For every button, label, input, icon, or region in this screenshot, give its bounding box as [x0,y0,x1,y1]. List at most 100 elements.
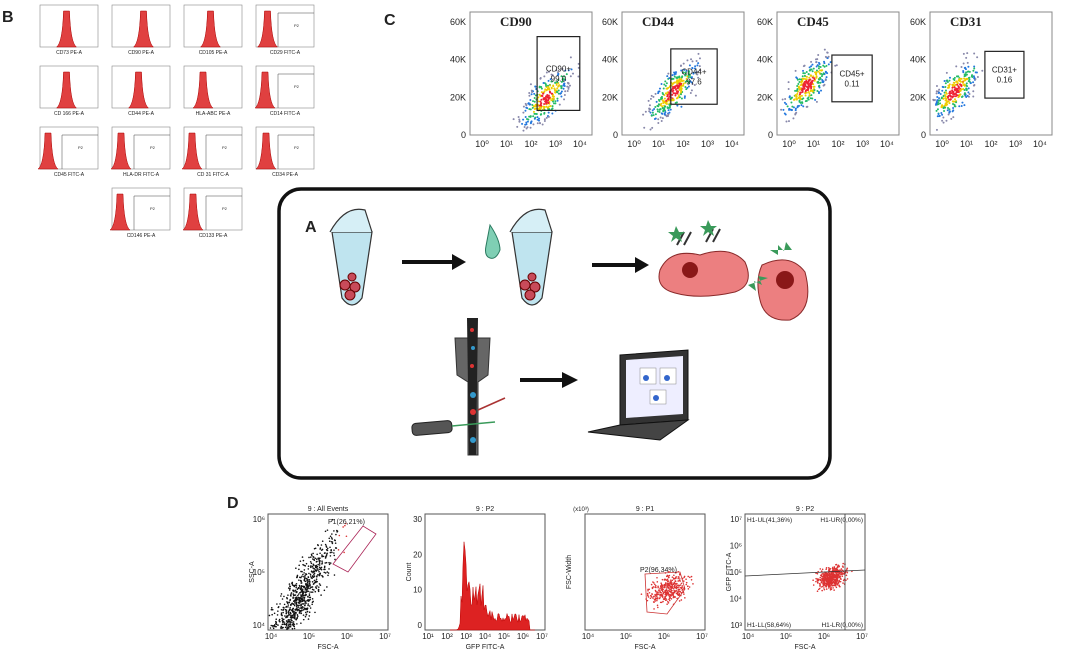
event-dot [829,61,832,64]
event-dot [302,594,304,597]
event-dot [282,621,284,624]
event-dot [838,580,841,583]
event-dot [661,112,664,115]
event-dot [309,583,311,586]
event-dot [950,117,953,120]
event-dot [287,587,290,589]
event-dot [805,79,808,82]
event-dot [790,97,793,100]
event-dot [822,583,825,586]
event-dot [275,625,277,628]
event-dot [809,84,812,87]
event-dot [309,598,311,601]
event-dot [824,55,827,58]
event-dot [679,64,682,67]
event-dot [679,93,682,96]
event-dot [840,568,843,570]
event-dot [664,586,666,589]
event-dot [295,605,298,608]
event-dot [298,576,301,579]
event-dot [831,575,834,578]
event-dot [683,95,686,98]
event-dot [667,109,670,112]
event-dot [314,565,317,568]
event-dot [805,75,808,78]
plot-title: 9 : P2 [796,506,814,513]
event-dot [286,627,289,630]
event-dot [808,69,811,72]
event-dot [659,585,662,588]
event-dot [935,100,938,103]
event-dot [940,105,943,108]
event-dot [681,588,684,591]
event-dot [973,52,976,55]
event-dot [555,69,558,72]
event-dot [837,564,840,567]
event-dot [300,595,302,598]
event-dot [292,621,295,623]
y-tick-label: 10⁴ [253,621,266,630]
quadrant-label: H1-UL(41,36%) [747,517,792,524]
event-dot [813,77,816,80]
event-dot [317,563,319,566]
event-dot [281,617,283,620]
event-dot [658,99,661,102]
event-dot [287,625,290,627]
event-dot [286,597,289,600]
event-dot [821,80,824,83]
x-tick-label: 10⁶ [658,632,670,641]
event-dot [674,580,677,583]
event-dot [539,113,542,116]
axis-label: CD133 PE-A [199,233,228,239]
event-dot [278,618,281,621]
event-dot [827,55,830,58]
event-dot [551,105,554,108]
event-dot [842,566,844,568]
event-dot [782,108,785,111]
event-dot [330,549,332,552]
y-tick-label: 60K [910,17,926,27]
event-dot [963,75,966,78]
event-dot [944,102,947,105]
event-dot [790,101,793,104]
event-dot [953,76,956,79]
event-dot [270,608,273,611]
event-dot [945,119,948,122]
event-dot [819,579,822,582]
event-dot [808,92,811,95]
gate-label: CD45+ [839,69,864,78]
event-dot [799,98,802,101]
event-dot [312,558,314,560]
event-dot [945,91,948,94]
event-dot [318,562,321,565]
panel-label: C [384,12,396,29]
event-dot [661,590,664,593]
event-dot [318,564,321,566]
axis-label: CD34 PE-A [272,172,299,178]
event-dot [299,596,301,599]
event-dot [953,86,956,89]
gate [536,35,581,112]
gate-value: 99.0 [551,75,567,84]
event-dot [836,568,839,571]
event-dot [794,107,797,110]
event-dot [660,591,662,594]
event-dot [664,111,667,114]
event-dot [666,95,669,98]
event-dot [664,80,667,83]
event-dot [556,99,559,102]
event-dot [317,590,320,593]
event-dot [672,593,674,596]
event-dot [292,589,294,591]
event-dot [809,81,812,84]
event-dot [811,97,814,100]
event-dot [317,569,319,571]
event-dot [538,117,541,120]
event-dot [644,110,647,113]
event-dot [689,576,691,579]
y-tick-label: 0 [613,130,618,140]
event-dot [834,584,837,586]
event-dot [666,603,668,605]
event-dot [295,585,298,587]
event-dot [528,91,531,94]
